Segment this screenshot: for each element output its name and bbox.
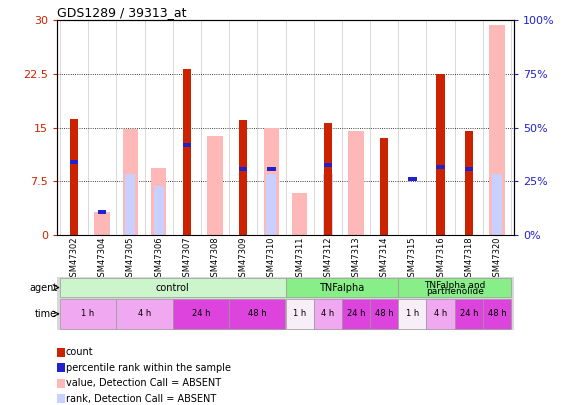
Bar (342, 299, 370, 329)
Bar (60, 299, 116, 329)
Text: 24 h: 24 h (347, 309, 365, 318)
Text: TNFalpha: TNFalpha (319, 283, 364, 292)
Bar (123, 129, 138, 235)
Bar (436, 165, 445, 169)
Bar (239, 167, 247, 171)
Text: parthenolide: parthenolide (426, 287, 484, 296)
Bar (399, 278, 511, 297)
Bar (408, 177, 417, 181)
Bar (98, 210, 106, 214)
Bar (70, 119, 78, 235)
Text: percentile rank within the sample: percentile rank within the sample (66, 363, 231, 373)
Bar (286, 278, 399, 297)
Bar (292, 194, 307, 235)
Bar (380, 139, 388, 235)
Bar (483, 299, 511, 329)
Bar (183, 69, 191, 235)
Bar (492, 174, 502, 235)
Text: count: count (66, 347, 94, 357)
Bar (239, 120, 247, 235)
Bar (183, 143, 191, 147)
Bar (399, 299, 427, 329)
Bar (348, 131, 364, 235)
Text: value, Detection Call = ABSENT: value, Detection Call = ABSENT (66, 378, 221, 388)
Text: GDS1289 / 39313_at: GDS1289 / 39313_at (57, 6, 187, 19)
Bar (229, 299, 286, 329)
Bar (70, 160, 78, 164)
Text: 1 h: 1 h (406, 309, 419, 318)
Bar (266, 174, 276, 235)
Bar (94, 212, 110, 235)
Text: 1 h: 1 h (82, 309, 95, 318)
Bar (324, 123, 332, 235)
Text: 4 h: 4 h (321, 309, 335, 318)
Bar (172, 299, 229, 329)
Text: TNFalpha and: TNFalpha and (424, 281, 485, 290)
Bar (370, 299, 399, 329)
Bar (286, 299, 313, 329)
Bar (116, 299, 172, 329)
Text: rank, Detection Call = ABSENT: rank, Detection Call = ABSENT (66, 394, 216, 403)
Text: 1 h: 1 h (293, 309, 306, 318)
Bar (207, 136, 223, 235)
Text: 48 h: 48 h (488, 309, 506, 318)
Text: 24 h: 24 h (460, 309, 478, 318)
Bar (60, 278, 286, 297)
Bar (126, 174, 135, 235)
Text: control: control (156, 283, 190, 292)
Text: 4 h: 4 h (434, 309, 447, 318)
Text: 4 h: 4 h (138, 309, 151, 318)
Bar (323, 174, 333, 235)
Text: time: time (35, 309, 57, 319)
Bar (465, 167, 473, 171)
Bar (154, 186, 164, 235)
Text: 48 h: 48 h (248, 309, 267, 318)
Bar (267, 167, 276, 171)
Text: 48 h: 48 h (375, 309, 393, 318)
Bar (455, 299, 483, 329)
Bar (465, 131, 473, 235)
Bar (264, 128, 279, 235)
Bar (151, 168, 166, 235)
Bar (436, 74, 445, 235)
Bar (489, 25, 505, 235)
Text: agent: agent (29, 283, 57, 292)
Bar (313, 299, 342, 329)
Text: 24 h: 24 h (192, 309, 210, 318)
Bar (427, 299, 455, 329)
Bar (324, 163, 332, 167)
